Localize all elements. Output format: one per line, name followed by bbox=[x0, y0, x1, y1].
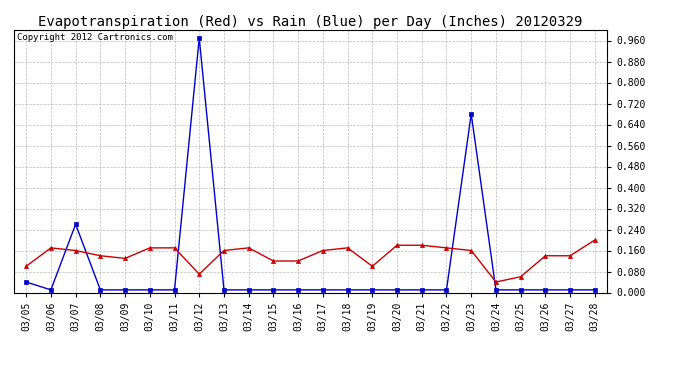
Text: Copyright 2012 Cartronics.com: Copyright 2012 Cartronics.com bbox=[17, 33, 172, 42]
Title: Evapotranspiration (Red) vs Rain (Blue) per Day (Inches) 20120329: Evapotranspiration (Red) vs Rain (Blue) … bbox=[39, 15, 582, 29]
